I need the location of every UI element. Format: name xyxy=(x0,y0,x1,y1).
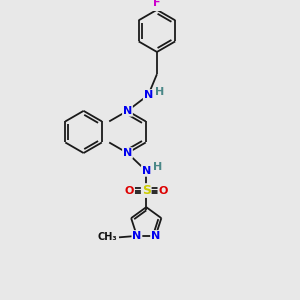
Text: CH₃: CH₃ xyxy=(98,232,118,242)
Text: N: N xyxy=(144,90,153,100)
Text: O: O xyxy=(125,186,134,196)
Text: N: N xyxy=(142,166,151,176)
Text: H: H xyxy=(153,163,162,172)
Text: O: O xyxy=(158,186,168,196)
Text: N: N xyxy=(123,106,132,116)
Text: S: S xyxy=(142,184,151,197)
Text: N: N xyxy=(132,231,142,241)
Text: N: N xyxy=(151,231,160,241)
Text: H: H xyxy=(154,86,164,97)
Text: F: F xyxy=(153,0,161,8)
Text: N: N xyxy=(123,148,132,158)
